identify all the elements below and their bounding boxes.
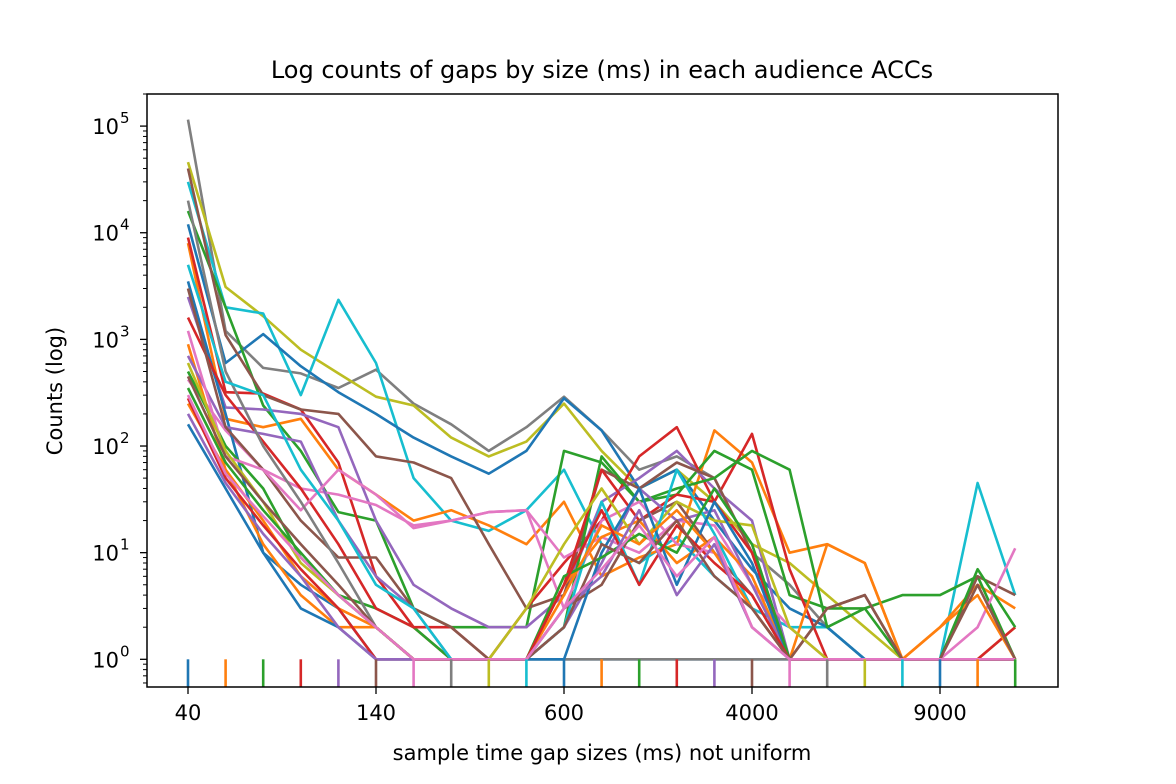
series-line bbox=[186, 343, 1017, 661]
plot-area bbox=[146, 93, 1059, 688]
y-tick-exponent: 1 bbox=[120, 536, 130, 554]
series-layer bbox=[186, 119, 1017, 687]
series-line bbox=[186, 288, 1017, 661]
x-tick-label: 40 bbox=[175, 701, 202, 725]
x-tick-label: 600 bbox=[544, 701, 584, 725]
plot-frame bbox=[146, 93, 1059, 688]
y-tick-exponent: 4 bbox=[120, 216, 130, 234]
y-tick-exponent: 5 bbox=[120, 109, 130, 127]
y-tick-label: 10 bbox=[92, 115, 119, 139]
series-line bbox=[186, 161, 1017, 661]
x-tick-label: 140 bbox=[356, 701, 396, 725]
y-tick-exponent: 0 bbox=[120, 642, 130, 660]
series-line bbox=[186, 394, 1016, 661]
chart-title: Log counts of gaps by size (ms) in each … bbox=[271, 56, 933, 84]
y-tick-label: 10 bbox=[92, 222, 119, 246]
x-axis: 40 140 600 4000 9000 bbox=[175, 687, 967, 725]
x-axis-label: sample time gap sizes (ms) not uniform bbox=[393, 741, 812, 765]
x-tick-label: 9000 bbox=[913, 701, 966, 725]
y-tick-label: 10 bbox=[92, 435, 119, 459]
x-tick-label: 4000 bbox=[725, 701, 778, 725]
y-tick-label: 10 bbox=[92, 328, 119, 352]
y-axis-label: Counts (log) bbox=[43, 327, 67, 455]
y-tick-label: 10 bbox=[92, 648, 119, 672]
y-tick-exponent: 3 bbox=[120, 322, 130, 340]
y-tick-exponent: 2 bbox=[120, 429, 130, 447]
y-tick-label: 10 bbox=[92, 542, 119, 566]
